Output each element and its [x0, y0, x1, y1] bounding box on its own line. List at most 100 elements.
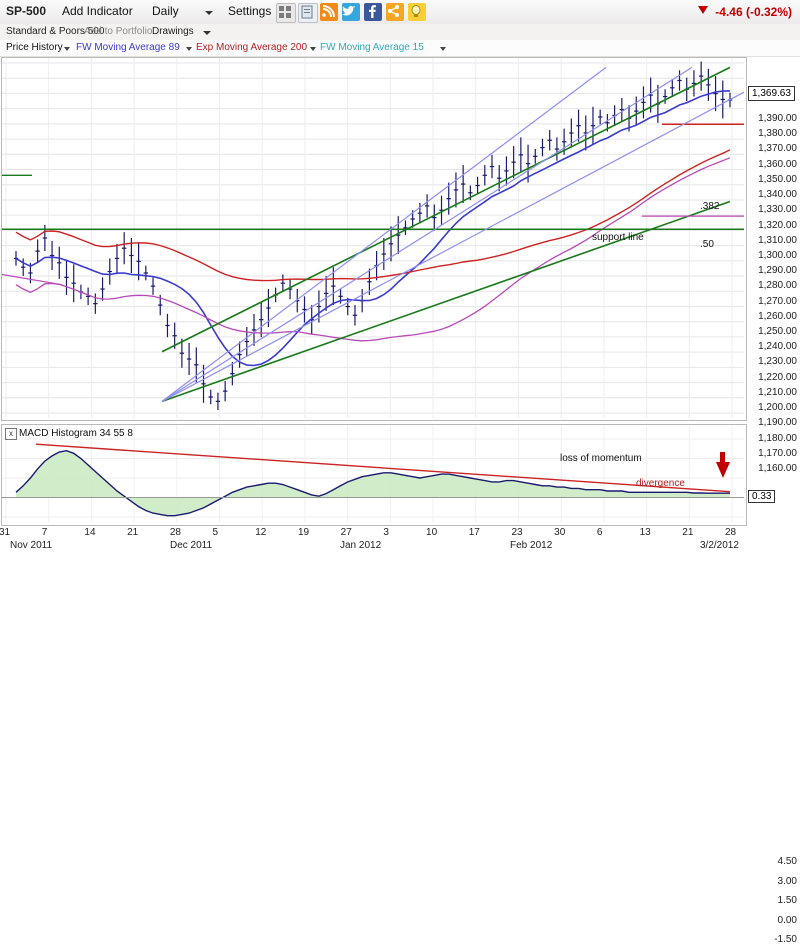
price-axis-tick: 1,320.00 — [758, 219, 797, 231]
x-axis-tick: 7 — [41, 527, 48, 538]
clipboard-icon[interactable] — [298, 3, 318, 23]
x-axis-tick: 31 — [0, 527, 11, 538]
drawings-menu[interactable]: Drawings — [152, 26, 194, 37]
x-axis-tick: 6 — [596, 527, 603, 538]
price-axis-tick: 1,360.00 — [758, 158, 797, 170]
add-indicator-button[interactable]: Add Indicator — [62, 4, 133, 18]
price-chart-canvas — [1, 58, 745, 418]
legend-exp-ma-200[interactable]: Exp Moving Average 200 — [196, 42, 308, 53]
x-axis-month-label: Nov 2011 — [10, 540, 53, 551]
indicator-legend-bar: Price History FW Moving Average 89 Exp M… — [0, 40, 800, 57]
chevron-down-icon[interactable] — [203, 31, 211, 35]
price-y-axis: 1,390.00 1,380.00 1,370.00 1,360.00 1,350.00… — [747, 57, 799, 474]
divergence-annotation: divergence — [636, 478, 685, 489]
price-axis-tick: 1,260.00 — [758, 310, 797, 322]
rss-icon[interactable] — [320, 3, 338, 21]
price-axis-tick: 1,290.00 — [758, 265, 797, 277]
chevron-down-icon[interactable] — [64, 47, 70, 51]
x-axis-tick: 30 — [554, 527, 566, 538]
price-chart-pane[interactable] — [1, 57, 747, 421]
price-axis-tick: 1,330.00 — [758, 204, 797, 216]
chevron-down-icon[interactable] — [310, 47, 316, 51]
twitter-icon[interactable] — [342, 3, 360, 21]
legend-price-history[interactable]: Price History — [6, 42, 63, 53]
macd-axis-tick: 4.50 — [777, 856, 797, 867]
support-line-annotation: support line — [592, 232, 644, 243]
macd-axis-tick: -1.50 — [774, 934, 797, 945]
legend-fw-ma-89[interactable]: FW Moving Average 89 — [76, 42, 180, 53]
price-axis-tick: 1,340.00 — [758, 189, 797, 201]
bulb-icon[interactable] — [408, 3, 426, 21]
x-axis-tick: 23 — [511, 527, 523, 538]
price-axis-tick: 1,370.00 — [758, 143, 797, 155]
x-axis-tick: 17 — [468, 527, 480, 538]
price-axis-tick: 1,180.00 — [758, 432, 797, 444]
price-axis-tick: 1,380.00 — [758, 128, 797, 140]
price-axis-tick: 1,240.00 — [758, 341, 797, 353]
chevron-down-icon[interactable] — [440, 47, 446, 51]
macd-title-label[interactable]: MACD Histogram 34 55 8 — [19, 428, 133, 439]
x-axis-tick: 27 — [340, 527, 352, 538]
price-axis-tick: 1,250.00 — [758, 326, 797, 338]
loss-of-momentum-annotation: loss of momentum — [560, 453, 642, 464]
price-axis-tick: 1,170.00 — [758, 447, 797, 459]
x-axis-tick: 19 — [297, 527, 310, 538]
price-axis-tick: 1,390.00 — [758, 113, 797, 124]
x-axis-tick: 28 — [169, 527, 181, 538]
price-axis-tick: 1,210.00 — [758, 386, 797, 398]
x-axis-month-label: Dec 2011 — [170, 540, 213, 551]
price-axis-tick: 1,190.00 — [758, 417, 797, 429]
price-axis-tick: 1,220.00 — [758, 371, 797, 383]
macd-value-box: 0.33 — [748, 490, 776, 503]
price-axis-tick: 1,160.00 — [758, 463, 797, 474]
price-axis-tick: 1,200.00 — [758, 402, 797, 414]
macd-y-axis: 4.50 3.00 1.50 0.00 -1.50 — [747, 424, 799, 945]
grid-icon[interactable] — [276, 3, 296, 23]
down-arrow-icon — [698, 6, 708, 14]
macd-axis-tick: 3.00 — [777, 875, 797, 887]
sub-toolbar: Standard & Poors 500 Add to Portfolio Dr… — [0, 24, 800, 41]
last-date-label: 3/2/2012 — [700, 540, 739, 551]
x-axis-month-label: Feb 2012 — [510, 540, 553, 551]
settings-button[interactable]: Settings — [228, 4, 272, 18]
share-icon[interactable] — [386, 3, 404, 21]
x-axis-tick: 14 — [84, 527, 96, 538]
close-icon[interactable]: x — [5, 428, 17, 440]
x-axis-tick: 10 — [426, 527, 438, 538]
symbol-label: SP-500 — [6, 4, 47, 18]
price-quote-box: 1,369.63 — [748, 86, 795, 101]
chevron-down-icon[interactable] — [186, 47, 192, 51]
x-axis-tick: 21 — [127, 527, 139, 538]
macd-chart-canvas — [2, 425, 744, 523]
company-name-label: Standard & Poors 500 — [6, 26, 105, 37]
x-axis-tick: 28 — [725, 527, 737, 538]
x-axis-tick: 21 — [682, 527, 694, 538]
price-change-label: -4.46 (-0.32%) — [715, 5, 792, 19]
macd-axis-tick: 0.00 — [777, 914, 797, 926]
price-axis-tick: 1,280.00 — [758, 280, 797, 292]
x-axis-tick: 3 — [383, 527, 389, 538]
price-axis-tick: 1,300.00 — [758, 249, 797, 261]
price-axis-tick: 1,350.00 — [758, 173, 797, 185]
chevron-down-icon[interactable] — [205, 11, 213, 15]
legend-fw-ma-15[interactable]: FW Moving Average 15 — [320, 42, 424, 53]
x-axis-ticks: 31 7 14 21 28 5 12 19 27 3 10 17 23 30 6 13 21 28 — [0, 527, 800, 541]
price-axis-tick: 1,270.00 — [758, 295, 797, 307]
x-axis-month-labels: Nov 2011 Dec 2011 Jan 2012 Feb 2012 3/2/201… — [0, 540, 800, 556]
timeframe-dropdown[interactable]: Daily — [152, 4, 179, 18]
x-axis-tick: 5 — [212, 527, 219, 538]
down-arrow-head-icon — [716, 462, 730, 478]
facebook-icon[interactable] — [364, 3, 382, 21]
x-axis-month-label: Jan 2012 — [340, 540, 382, 551]
main-toolbar: SP-500 Add Indicator Daily Settings -4.4… — [0, 0, 800, 25]
x-axis-tick: 12 — [255, 527, 267, 538]
add-to-portfolio-link[interactable]: Add to Portfolio — [84, 26, 153, 37]
down-arrow-icon — [720, 452, 725, 464]
x-axis-tick: 13 — [639, 527, 651, 538]
fib-382-label: .382 — [700, 201, 720, 212]
macd-chart-pane[interactable] — [1, 424, 747, 526]
price-axis-tick: 1,310.00 — [758, 234, 797, 246]
price-axis-tick: 1,230.00 — [758, 356, 797, 368]
macd-axis-tick: 1.50 — [777, 895, 797, 906]
